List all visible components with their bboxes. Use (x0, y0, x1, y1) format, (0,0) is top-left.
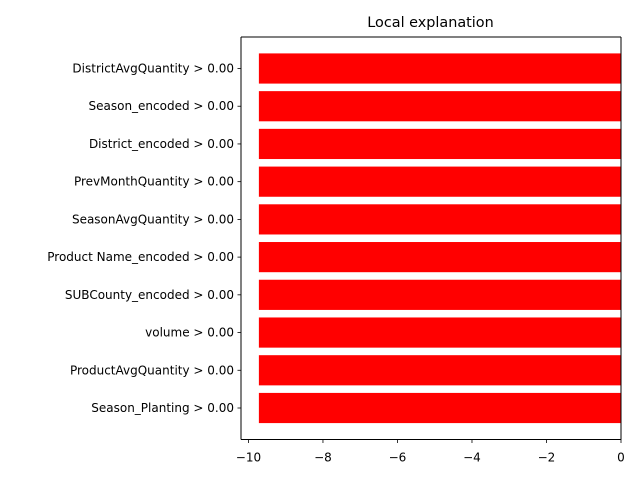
bar (258, 53, 621, 84)
y-tick-label: Season_encoded > 0.00 (89, 99, 235, 113)
bar (258, 166, 621, 197)
bar (258, 242, 621, 273)
y-tick-label: Season_Planting > 0.00 (91, 401, 234, 415)
x-tick-group: −10 −8 −6 −4 −2 0 (236, 439, 625, 465)
y-tick-label: SUBCounty_encoded > 0.00 (65, 288, 234, 302)
x-tick-label: −10 (236, 451, 261, 465)
y-tick-label: District_encoded > 0.00 (89, 137, 234, 151)
y-tick-label: PrevMonthQuantity > 0.00 (74, 175, 234, 189)
bar (258, 91, 621, 122)
x-tick-label: −8 (314, 451, 332, 465)
bar (258, 279, 621, 310)
x-tick-label: 0 (617, 451, 625, 465)
y-tick-label: volume > 0.00 (145, 326, 234, 340)
bar (258, 317, 621, 348)
bars-group (258, 53, 621, 424)
y-tick-label: Product Name_encoded > 0.00 (47, 250, 234, 264)
bar (258, 204, 621, 235)
bar (258, 128, 621, 160)
x-tick-label: −2 (538, 451, 556, 465)
axes-frame (240, 36, 622, 440)
y-tick-label: ProductAvgQuantity > 0.00 (70, 363, 234, 377)
y-tick-group: DistrictAvgQuantity > 0.00 Season_encoded… (47, 62, 241, 415)
bar (258, 355, 621, 386)
y-tick-label: DistrictAvgQuantity > 0.00 (72, 62, 234, 76)
x-tick-label: −4 (463, 451, 481, 465)
x-tick-label: −6 (389, 451, 407, 465)
chart-title: Local explanation (367, 15, 493, 31)
y-tick-label: SeasonAvgQuantity > 0.00 (72, 212, 234, 226)
bar (258, 392, 621, 424)
